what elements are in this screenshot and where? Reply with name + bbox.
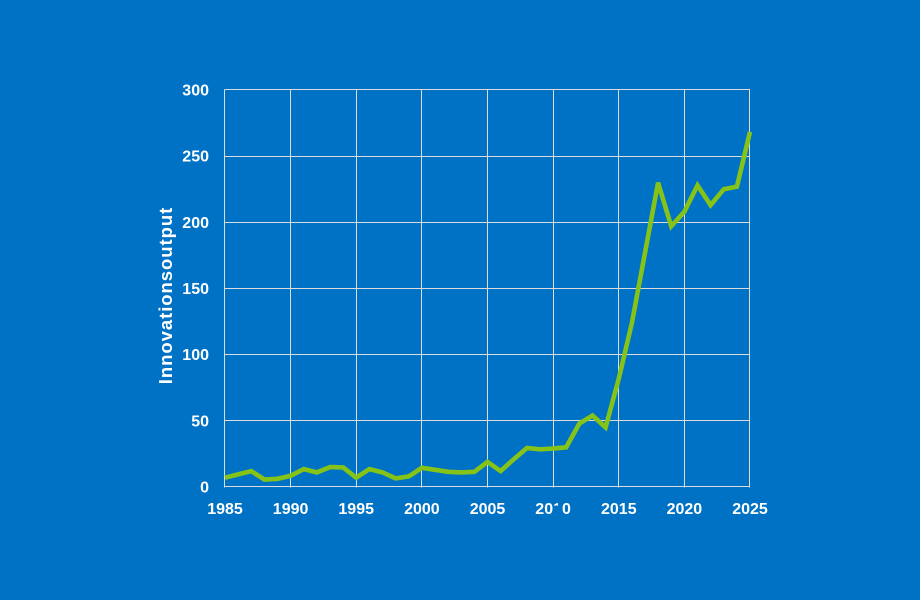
svg-text:100: 100 — [182, 347, 209, 364]
svg-text:300: 300 — [182, 83, 209, 100]
svg-text:2025: 2025 — [732, 501, 768, 518]
svg-text:250: 250 — [182, 149, 209, 166]
svg-text:0: 0 — [200, 480, 209, 497]
svg-text:2020: 2020 — [667, 501, 703, 518]
svg-text:2000: 2000 — [404, 501, 440, 518]
svg-text:2005: 2005 — [470, 501, 506, 518]
svg-text:2015: 2015 — [601, 501, 637, 518]
svg-text:1990: 1990 — [273, 501, 309, 518]
svg-text:150: 150 — [182, 281, 209, 298]
svg-text:1985: 1985 — [207, 501, 243, 518]
svg-text:200: 200 — [182, 215, 209, 232]
svg-text:1995: 1995 — [338, 501, 374, 518]
svg-text:50: 50 — [191, 413, 209, 430]
svg-text:Innovationsoutput: Innovationsoutput — [155, 207, 176, 384]
